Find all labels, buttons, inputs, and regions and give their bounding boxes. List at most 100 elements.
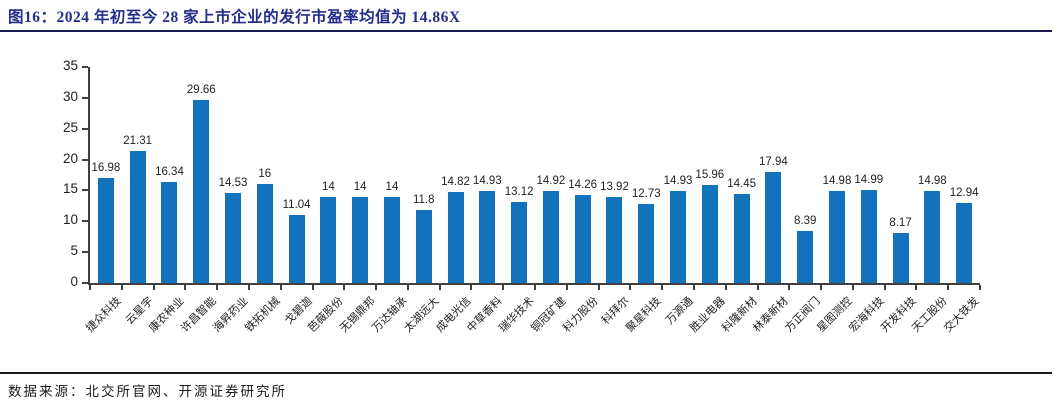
bar bbox=[129, 151, 146, 283]
x-axis-tick bbox=[311, 285, 314, 290]
x-axis-tick bbox=[883, 285, 886, 290]
bar-value-label: 13.12 bbox=[504, 186, 534, 199]
bar bbox=[956, 203, 973, 283]
bar-value-label: 15.96 bbox=[695, 168, 725, 181]
x-axis-tick bbox=[247, 285, 250, 290]
bar-value-label: 14.53 bbox=[218, 177, 248, 190]
bar bbox=[256, 184, 273, 283]
x-axis-tick bbox=[438, 285, 441, 290]
bar-value-label: 14.45 bbox=[727, 177, 756, 190]
x-axis-tick bbox=[502, 285, 505, 290]
bar-value-label: 14.93 bbox=[663, 174, 693, 187]
pe-ratio-bar-chart: 0 5 10 15 20 25 30 35 16.98 捷众科技 21.31 云星宇 16.34 康农种业… bbox=[0, 40, 1058, 370]
y-axis-tick bbox=[82, 282, 88, 284]
x-axis-tick bbox=[915, 285, 918, 290]
y-axis-label: 0 bbox=[70, 274, 78, 289]
y-axis-tick bbox=[82, 189, 88, 192]
x-axis-label: 捷众科技 bbox=[83, 295, 124, 335]
bar bbox=[574, 194, 591, 283]
x-axis-tick bbox=[629, 285, 632, 290]
figure-title: 图16：2024 年初至今 28 家上市企业的发行市盈率均值为 14.86X bbox=[8, 9, 461, 26]
y-axis-tick bbox=[82, 158, 88, 161]
y-axis-tick bbox=[82, 96, 88, 99]
bar bbox=[352, 196, 369, 283]
x-axis-tick bbox=[851, 285, 854, 290]
x-axis-tick bbox=[947, 285, 950, 290]
bar bbox=[924, 190, 941, 283]
x-axis-tick bbox=[470, 285, 473, 290]
bar-value-label: 11.8 bbox=[412, 194, 435, 207]
bar-value-label: 11.04 bbox=[282, 198, 311, 211]
bar-value-label: 8.39 bbox=[793, 215, 817, 228]
y-axis-label: 30 bbox=[62, 88, 78, 104]
y-axis-label: 20 bbox=[62, 150, 78, 166]
bar bbox=[797, 231, 814, 283]
bar bbox=[479, 190, 496, 283]
bar bbox=[97, 178, 114, 283]
y-axis-label: 35 bbox=[62, 58, 78, 73]
footer-divider bbox=[0, 372, 1052, 374]
bar-value-label: 16.98 bbox=[91, 162, 121, 175]
x-axis-tick bbox=[756, 285, 759, 290]
plot-area bbox=[88, 67, 980, 285]
y-axis-label: 15 bbox=[62, 181, 78, 197]
x-axis-tick bbox=[89, 285, 91, 290]
bar-value-label: 8.17 bbox=[889, 216, 912, 229]
y-axis-label: 5 bbox=[70, 243, 78, 259]
x-axis-tick bbox=[216, 285, 219, 290]
bar bbox=[701, 184, 718, 283]
x-axis-tick bbox=[343, 285, 346, 290]
bar-value-label: 14.82 bbox=[441, 175, 470, 188]
x-axis-tick bbox=[375, 285, 378, 290]
bar-value-label: 14.98 bbox=[917, 174, 947, 187]
bar-value-label: 14.99 bbox=[854, 174, 884, 187]
x-axis-tick bbox=[820, 285, 823, 290]
bar-value-label: 16 bbox=[258, 168, 272, 181]
x-axis-label: 聚星科技 bbox=[624, 295, 664, 335]
x-axis-tick bbox=[120, 285, 123, 290]
bar-value-label: 14 bbox=[353, 180, 367, 193]
bar bbox=[288, 214, 305, 283]
bar-value-label: 12.94 bbox=[949, 187, 979, 200]
bar bbox=[383, 196, 400, 283]
x-axis-tick bbox=[152, 285, 155, 290]
bar-value-label: 14 bbox=[321, 180, 335, 193]
data-source: 数据来源：北交所官网、开源证券研究所 bbox=[8, 384, 287, 399]
bar-value-label: 14.26 bbox=[568, 178, 598, 191]
y-axis-label: 25 bbox=[62, 119, 78, 135]
x-axis-tick bbox=[184, 285, 187, 290]
x-axis-tick bbox=[661, 285, 664, 290]
x-axis-tick bbox=[724, 285, 727, 290]
bar bbox=[161, 182, 178, 283]
y-axis-tick bbox=[82, 251, 88, 254]
x-axis-tick bbox=[279, 285, 282, 290]
bar bbox=[511, 202, 528, 283]
bar-value-label: 14.93 bbox=[472, 174, 502, 187]
x-axis-tick bbox=[597, 285, 600, 290]
bar bbox=[670, 190, 687, 283]
bar bbox=[860, 190, 877, 283]
bar-value-label: 14.92 bbox=[536, 174, 566, 187]
bar-value-label: 16.34 bbox=[155, 166, 184, 179]
bar bbox=[193, 99, 210, 283]
y-axis-tick bbox=[82, 66, 88, 68]
y-axis-tick bbox=[82, 220, 88, 223]
x-axis-tick bbox=[788, 285, 791, 290]
x-axis-tick bbox=[979, 285, 981, 290]
bar-value-label: 12.73 bbox=[631, 188, 661, 201]
bar bbox=[447, 191, 464, 283]
y-axis-label: 10 bbox=[62, 212, 78, 228]
y-axis-tick bbox=[82, 127, 88, 130]
bar bbox=[415, 210, 432, 283]
x-axis-tick bbox=[565, 285, 568, 290]
bar bbox=[765, 172, 782, 283]
bar bbox=[638, 204, 655, 283]
x-axis-label: 交大铁发 bbox=[942, 295, 982, 335]
x-axis-tick bbox=[692, 285, 695, 290]
bar-value-label: 21.31 bbox=[123, 135, 153, 148]
bar bbox=[606, 197, 623, 283]
bar bbox=[320, 196, 337, 283]
bar-value-label: 14 bbox=[385, 180, 399, 193]
bar-value-label: 13.92 bbox=[600, 181, 629, 194]
bar-value-label: 17.94 bbox=[759, 156, 788, 169]
